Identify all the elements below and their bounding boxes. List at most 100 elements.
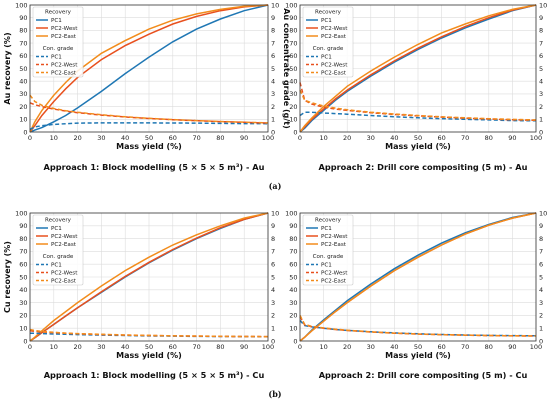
y-tick-label: 30	[289, 299, 297, 307]
y-tick-label: 40	[19, 78, 27, 86]
y2-tick-label: 6	[271, 261, 275, 269]
legend-item-grade: PC2-East	[51, 71, 77, 77]
plot-frame	[29, 212, 269, 342]
x-tick-label: 50	[145, 134, 153, 142]
chart-title: Approach 2: Drill core compositing (5 m)…	[319, 162, 528, 172]
legend-item-recovery: PC2-East	[321, 34, 347, 40]
series-line-recovery-pc2-east	[29, 212, 269, 342]
plot-frame	[299, 4, 537, 133]
x-tick-label: 0	[298, 343, 302, 351]
y-tick-label: 90	[289, 222, 297, 230]
x-tick-label: 0	[28, 134, 32, 142]
y2-tick-label: 5	[539, 273, 543, 281]
y2-tick-label: 2	[271, 103, 275, 111]
plot-frame	[299, 212, 537, 342]
y-tick-label: 0	[293, 337, 297, 345]
legend-box	[302, 6, 354, 78]
y2-tick-label: 7	[539, 248, 543, 256]
y2-tick-label: 5	[271, 273, 275, 281]
y2-axis-label: Au concentrate grade (g/t)	[282, 8, 291, 128]
panel-label-a: (a)	[269, 181, 282, 191]
y-tick-label: 30	[289, 90, 297, 98]
y2-tick-label: 9	[271, 222, 275, 230]
legend-title-grade: Con. grade	[43, 46, 74, 52]
x-tick-label: 0	[28, 343, 32, 351]
y2-tick-label: 7	[539, 39, 543, 47]
x-tick-label: 60	[169, 134, 177, 142]
y2-tick-label: 6	[539, 261, 543, 269]
x-tick-label: 10	[50, 343, 58, 351]
y2-tick-label: 3	[271, 90, 275, 98]
chart-title: Approach 1: Block modelling (5 × 5 × 5 m…	[44, 370, 265, 380]
x-tick-label: 80	[216, 343, 224, 351]
y-tick-label: 90	[19, 222, 27, 230]
x-tick-label: 70	[461, 134, 469, 142]
x-tick-label: 10	[50, 134, 58, 142]
y-tick-label: 10	[19, 116, 27, 124]
legend-item-recovery: PC2-West	[51, 26, 78, 32]
legend-title-grade: Con. grade	[313, 254, 344, 260]
y2-tick-label: 3	[271, 299, 275, 307]
y-tick-label: 40	[19, 286, 27, 294]
y-tick-label: 70	[289, 248, 297, 256]
legend-item-grade: PC1	[51, 55, 62, 61]
y-tick-label: 20	[19, 103, 27, 111]
legend-item-recovery: PC1	[321, 18, 332, 24]
legend-item-recovery: PC1	[321, 226, 332, 232]
y-tick-label: 20	[289, 103, 297, 111]
y-tick-label: 0	[23, 128, 27, 136]
x-tick-label: 40	[390, 134, 398, 142]
x-tick-label: 70	[192, 343, 200, 351]
y2-tick-label: 8	[271, 27, 275, 35]
y-tick-label: 60	[19, 261, 27, 269]
legend-item-recovery: PC1	[51, 226, 62, 232]
legend-item-grade: PC2-East	[321, 71, 347, 77]
legend-item-recovery: PC2-East	[321, 242, 347, 248]
x-tick-label: 20	[343, 343, 351, 351]
x-axis-label: Mass yield (%)	[385, 351, 451, 360]
series-line-grade-pc1	[30, 332, 269, 338]
y-tick-label: 100	[15, 209, 27, 217]
y2-tick-label: 10	[271, 1, 279, 9]
y2-tick-label: 0	[271, 128, 275, 136]
y2-tick-label: 9	[539, 14, 543, 22]
x-tick-label: 50	[414, 134, 422, 142]
series-line-grade-pc1	[29, 122, 269, 131]
y-tick-label: 40	[289, 286, 297, 294]
x-tick-label: 90	[508, 343, 516, 351]
x-tick-label: 0	[298, 134, 302, 142]
series-line-grade-pc2-east	[299, 315, 537, 337]
y-axis-label: Cu recovery (%)	[3, 241, 12, 313]
x-tick-label: 60	[437, 343, 445, 351]
legend-item-recovery: PC2-West	[321, 234, 348, 240]
y-tick-label: 100	[15, 1, 27, 9]
legend-title-recovery: Recovery	[315, 218, 342, 224]
y-tick-label: 90	[289, 14, 297, 22]
y2-tick-label: 2	[539, 312, 543, 320]
y2-tick-label: 10	[271, 209, 279, 217]
y-tick-label: 50	[19, 65, 27, 73]
x-tick-label: 100	[262, 134, 274, 142]
y-tick-label: 90	[19, 14, 27, 22]
x-axis-label: Mass yield (%)	[116, 142, 182, 151]
x-tick-label: 80	[485, 343, 493, 351]
y-tick-label: 70	[289, 39, 297, 47]
legend-title-recovery: Recovery	[45, 10, 72, 16]
legend-item-grade: PC2-East	[321, 279, 347, 285]
legend-box	[32, 6, 84, 78]
y-tick-label: 50	[289, 273, 297, 281]
series-line-grade-pc2-east	[29, 328, 269, 338]
x-tick-label: 10	[319, 343, 327, 351]
y-tick-label: 40	[289, 78, 297, 86]
x-tick-label: 30	[367, 343, 375, 351]
x-tick-label: 90	[240, 134, 248, 142]
legend-item-grade: PC2-West	[321, 63, 348, 69]
chart-au-block-modelling: 0 10 20 30 40 50 60 70 80 90 100010203040506070809…	[3, 1, 291, 172]
series-line-grade-pc1	[299, 111, 537, 122]
y-tick-label: 10	[289, 116, 297, 124]
y-tick-label: 80	[289, 27, 297, 35]
y2-tick-label: 2	[271, 312, 275, 320]
y2-tick-label: 0	[539, 128, 543, 136]
y2-tick-label: 10	[539, 1, 547, 9]
y2-tick-label: 0	[539, 337, 543, 345]
